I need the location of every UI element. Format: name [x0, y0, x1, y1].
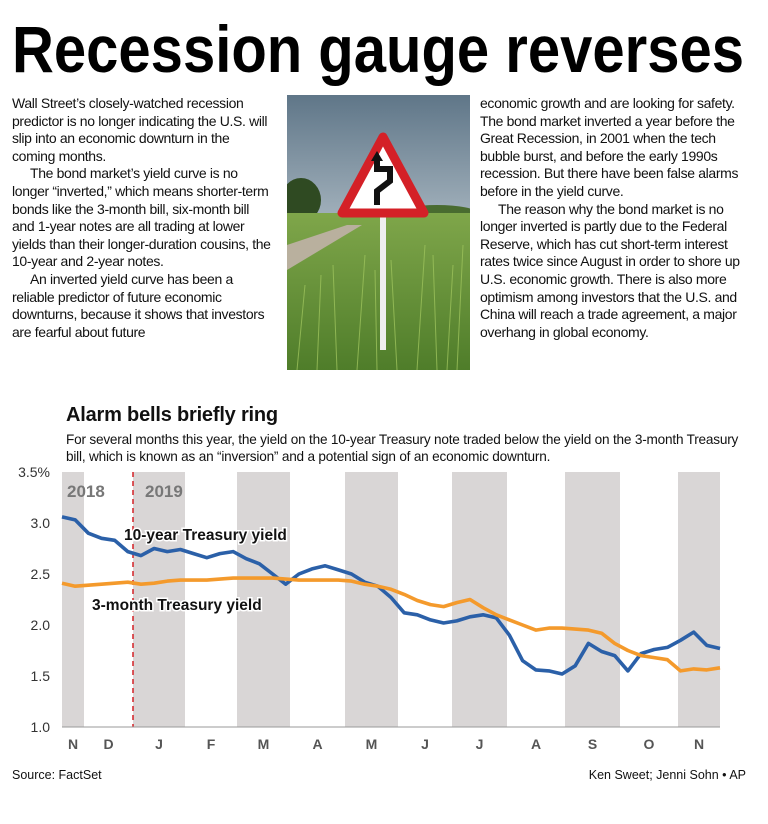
headline-text: Recession gauge reverses [12, 12, 744, 86]
x-tick-label: A [312, 736, 322, 752]
x-tick-label: O [644, 736, 655, 752]
year-label: 2019 [145, 482, 183, 501]
series-label: 3-month Treasury yield [92, 597, 262, 614]
month-band [678, 472, 720, 727]
photo [287, 95, 470, 370]
x-tick-label: M [258, 736, 270, 752]
source: Source: FactSet [12, 768, 102, 782]
paragraph: Wall Street’s closely-watched recession … [12, 95, 268, 164]
month-band [452, 472, 507, 727]
y-tick-label: 1.0 [31, 719, 51, 735]
paragraph: An inverted yield curve has been a relia… [12, 270, 265, 340]
paragraph: The bond market’s yield curve is no long… [12, 165, 271, 270]
month-band [133, 472, 185, 727]
x-tick-label: A [531, 736, 541, 752]
x-tick-label: J [476, 736, 484, 752]
x-tick-label: F [207, 736, 216, 752]
x-tick-label: D [103, 736, 113, 752]
month-band [237, 472, 290, 727]
series-line [61, 515, 721, 676]
y-tick-label: 2.5 [31, 566, 51, 582]
chart-title: Alarm bells briefly ring [66, 404, 278, 426]
y-tick-label: 1.5 [31, 668, 51, 684]
paragraph: economic growth and are looking for safe… [480, 95, 739, 199]
x-tick-label: N [68, 736, 78, 752]
year-label: 2018 [67, 482, 105, 501]
y-tick-label: 2.0 [31, 617, 51, 633]
x-tick-label: S [588, 736, 597, 752]
month-band [345, 472, 398, 727]
paragraph: The reason why the bond market is no lon… [480, 200, 740, 340]
credit: Ken Sweet; Jenni Sohn • AP [588, 768, 746, 782]
x-tick-label: J [155, 736, 163, 752]
y-tick-label: 3.0 [31, 515, 51, 531]
x-tick-label: M [366, 736, 378, 752]
x-tick-label: J [421, 736, 429, 752]
left-column: Wall Street’s closely-watched recession … [12, 95, 274, 341]
right-column: economic growth and are looking for safe… [480, 95, 752, 341]
x-tick-label: N [694, 736, 704, 752]
series-label: 10-year Treasury yield [124, 527, 287, 544]
headline: Recession gauge reverses [12, 12, 744, 86]
chart-subtitle: For several months this year, the yield … [66, 432, 739, 464]
y-tick-label: 3.5% [18, 464, 50, 480]
series-line [61, 576, 721, 673]
month-band [62, 472, 84, 727]
month-band [565, 472, 620, 727]
chart: N D J F M A M J J A S O N 2018 2019 3.5% 3.0 2.5 2.0 1.5 1.0… [18, 464, 721, 752]
